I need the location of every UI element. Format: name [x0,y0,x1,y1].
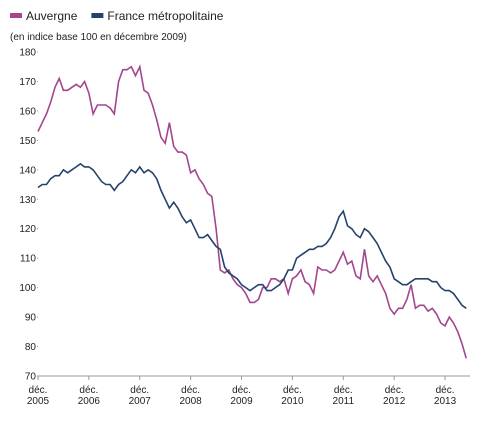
x-tick-label: déc. 2009 [230,385,253,407]
chart-subtitle: (en indice base 100 en décembre 2009) [10,32,187,43]
y-tick-label: 160 [19,106,36,117]
line-series [37,162,467,309]
y-tick-label: 90 [25,313,37,324]
y-tick-label: 80 [25,342,37,353]
x-tick-label: déc. 2012 [383,385,406,407]
y-tick-label: 140 [19,165,36,176]
x-tick-label: déc. 2013 [434,385,457,407]
legend-label: France métropolitaine [107,9,223,23]
legend-swatch [10,13,22,18]
y-tick-label: 100 [19,283,36,294]
y-tick-label: 120 [19,224,36,235]
y-tick-label: 170 [19,77,36,88]
x-tick-label: déc. 2011 [333,385,355,407]
y-tick-label: 130 [19,195,36,206]
y-tick-label: 150 [19,136,36,147]
y-tick-label: 180 [19,48,36,59]
x-tick-label: déc. 2005 [27,385,50,407]
x-tick-label: déc. 2010 [281,385,304,407]
y-tick-label: 70 [25,372,37,383]
x-tick-label: déc. 2007 [129,385,152,407]
line-series [37,64,467,359]
y-tick-label: 110 [20,254,36,265]
legend-label: Auvergne [26,9,78,23]
x-tick-label: déc. 2008 [180,385,203,407]
x-tick-label: déc. 2006 [78,385,101,407]
legend-swatch [91,13,104,18]
